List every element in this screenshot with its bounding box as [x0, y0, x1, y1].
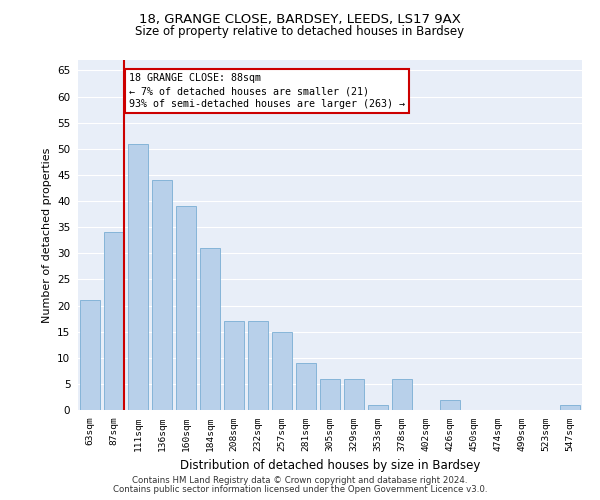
Bar — [128, 144, 148, 410]
Bar — [176, 206, 196, 410]
Text: Contains HM Land Registry data © Crown copyright and database right 2024.: Contains HM Land Registry data © Crown c… — [132, 476, 468, 485]
Bar — [560, 405, 580, 410]
Bar — [248, 321, 268, 410]
Text: Contains public sector information licensed under the Open Government Licence v3: Contains public sector information licen… — [113, 485, 487, 494]
Text: Size of property relative to detached houses in Bardsey: Size of property relative to detached ho… — [136, 25, 464, 38]
Bar — [440, 400, 460, 410]
Bar — [152, 180, 172, 410]
Text: 18 GRANGE CLOSE: 88sqm
← 7% of detached houses are smaller (21)
93% of semi-deta: 18 GRANGE CLOSE: 88sqm ← 7% of detached … — [129, 73, 405, 110]
Bar — [224, 321, 244, 410]
Y-axis label: Number of detached properties: Number of detached properties — [41, 148, 52, 322]
Bar — [344, 378, 364, 410]
Bar — [104, 232, 124, 410]
Bar — [320, 378, 340, 410]
Bar — [296, 363, 316, 410]
Bar — [392, 378, 412, 410]
Bar — [200, 248, 220, 410]
Bar — [368, 405, 388, 410]
Bar — [272, 332, 292, 410]
Text: 18, GRANGE CLOSE, BARDSEY, LEEDS, LS17 9AX: 18, GRANGE CLOSE, BARDSEY, LEEDS, LS17 9… — [139, 12, 461, 26]
Bar — [80, 300, 100, 410]
X-axis label: Distribution of detached houses by size in Bardsey: Distribution of detached houses by size … — [180, 459, 480, 472]
